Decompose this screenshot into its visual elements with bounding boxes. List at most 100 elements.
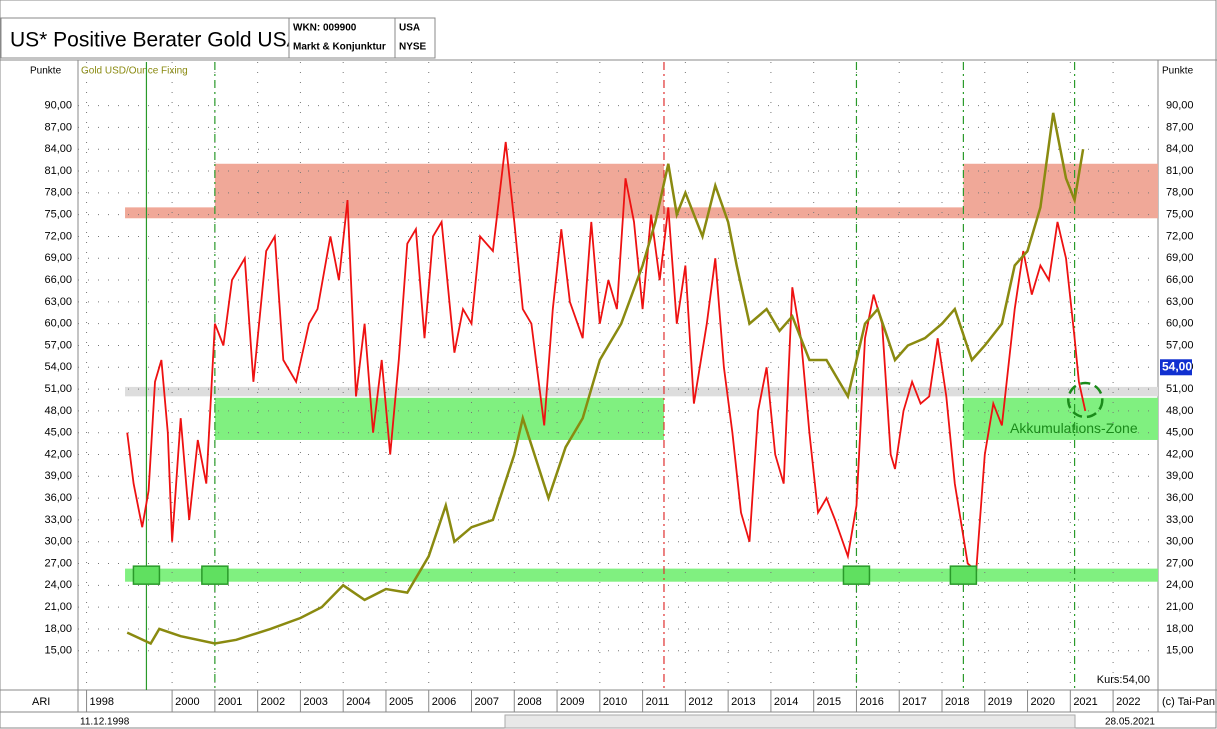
zone xyxy=(125,207,215,219)
x-tick-label: 2016 xyxy=(859,696,883,708)
axis-label: Punkte xyxy=(1162,66,1194,77)
kurs-label: Kurs:54,00 xyxy=(1097,674,1150,686)
y-tick-label: 42,00 xyxy=(1166,448,1194,460)
footer-right: (c) Tai-Pan xyxy=(1162,696,1215,708)
last-value-label: 54,00 xyxy=(1162,359,1192,373)
x-tick-label: 2006 xyxy=(432,696,456,708)
y-tick-label: 33,00 xyxy=(44,514,72,526)
zone xyxy=(125,568,1158,582)
x-tick-label: 2004 xyxy=(346,696,370,708)
start-date: 11.12.1998 xyxy=(80,717,130,728)
y-tick-label: 30,00 xyxy=(44,536,72,548)
y-tick-label: 69,00 xyxy=(44,252,72,264)
y-tick-label: 33,00 xyxy=(1166,514,1194,526)
y-tick-label: 24,00 xyxy=(44,579,72,591)
x-tick-label: 2003 xyxy=(303,696,327,708)
info-box xyxy=(288,17,396,59)
title: US* Positive Berater Gold USA xyxy=(10,29,301,52)
x-tick-label: 2001 xyxy=(218,696,242,708)
y-tick-label: 36,00 xyxy=(1166,492,1194,504)
signal-box xyxy=(132,565,161,585)
legend-entry: Gold USD/Ounce Fixing xyxy=(81,66,188,77)
y-tick-label: 84,00 xyxy=(1166,143,1194,155)
y-tick-label: 21,00 xyxy=(44,601,72,613)
x-tick-label: 2011 xyxy=(646,696,670,708)
x-tick-label: 2014 xyxy=(774,696,798,708)
x-tick-label: 2005 xyxy=(389,696,413,708)
y-tick-label: 75,00 xyxy=(1166,209,1194,221)
y-tick-label: 66,00 xyxy=(44,274,72,286)
y-tick-label: 90,00 xyxy=(1166,100,1194,112)
end-date: 28.05.2021 xyxy=(1105,717,1155,728)
y-tick-label: 78,00 xyxy=(1166,187,1194,199)
y-tick-label: 27,00 xyxy=(1166,557,1194,569)
wkn: WKN: 009900 xyxy=(293,23,357,34)
y-tick-label: 87,00 xyxy=(44,121,72,133)
y-tick-label: 60,00 xyxy=(44,318,72,330)
y-tick-label: 15,00 xyxy=(44,645,72,657)
y-tick-label: 78,00 xyxy=(44,187,72,199)
y-tick-label: 39,00 xyxy=(44,470,72,482)
y-tick-label: 57,00 xyxy=(44,339,72,351)
signal-box xyxy=(201,565,229,585)
y-tick-label: 81,00 xyxy=(44,165,72,177)
title-box xyxy=(0,17,290,59)
last-value-box xyxy=(1160,359,1192,376)
x-tick-label: 2020 xyxy=(1031,696,1055,708)
y-tick-label: 45,00 xyxy=(1166,427,1194,439)
x-tick-label: 2010 xyxy=(603,696,627,708)
y-tick-label: 18,00 xyxy=(44,623,72,635)
y-tick-label: 57,00 xyxy=(1166,339,1194,351)
info-box xyxy=(394,17,436,59)
x-tick-label: 1998 xyxy=(90,696,114,708)
zone xyxy=(214,397,664,440)
x-tick-label: 2022 xyxy=(1116,696,1140,708)
signal-box xyxy=(842,565,871,585)
zone xyxy=(963,163,1158,219)
y-tick-label: 87,00 xyxy=(1166,121,1194,133)
x-tick-label: 2007 xyxy=(475,696,499,708)
y-tick-label: 54,00 xyxy=(44,361,72,373)
y-tick-label: 90,00 xyxy=(44,100,72,112)
y-tick-label: 69,00 xyxy=(1166,252,1194,264)
series-line xyxy=(126,112,1085,646)
y-tick-label: 84,00 xyxy=(44,143,72,155)
x-tick-label: 2019 xyxy=(988,696,1012,708)
x-tick-label: 2012 xyxy=(688,696,712,708)
x-tick-label: 2018 xyxy=(945,696,969,708)
x-tick-label: 2013 xyxy=(731,696,755,708)
x-tick-label: 2015 xyxy=(817,696,841,708)
y-tick-label: 63,00 xyxy=(44,296,72,308)
x-tick-label: 2002 xyxy=(261,696,285,708)
zone xyxy=(214,163,664,219)
y-tick-label: 81,00 xyxy=(1166,165,1194,177)
y-tick-label: 30,00 xyxy=(1166,536,1194,548)
footer-left: ARI xyxy=(32,696,50,708)
y-tick-label: 27,00 xyxy=(44,557,72,569)
y-tick-label: 51,00 xyxy=(44,383,72,395)
series-line xyxy=(126,141,1087,573)
country: USA xyxy=(399,23,420,34)
group: Markt & Konjunktur xyxy=(293,42,386,53)
y-tick-label: 72,00 xyxy=(1166,230,1194,242)
y-tick-label: 63,00 xyxy=(1166,296,1194,308)
y-tick-label: 24,00 xyxy=(1166,579,1194,591)
x-tick-label: 2009 xyxy=(560,696,584,708)
y-tick-label: 42,00 xyxy=(44,448,72,460)
exchange: NYSE xyxy=(399,42,427,53)
y-tick-label: 36,00 xyxy=(44,492,72,504)
scrollbar[interactable] xyxy=(504,714,1076,729)
zone xyxy=(963,397,1158,440)
y-tick-label: 72,00 xyxy=(44,230,72,242)
y-tick-label: 48,00 xyxy=(1166,405,1194,417)
axis-label: Punkte xyxy=(30,66,62,77)
y-tick-label: 66,00 xyxy=(1166,274,1194,286)
x-tick-label: 2021 xyxy=(1073,696,1097,708)
x-tick-label: 2008 xyxy=(517,696,541,708)
y-tick-label: 51,00 xyxy=(1166,383,1194,395)
signal-circle xyxy=(1067,381,1104,419)
x-tick-label: 2017 xyxy=(902,696,926,708)
y-tick-label: 48,00 xyxy=(44,405,72,417)
